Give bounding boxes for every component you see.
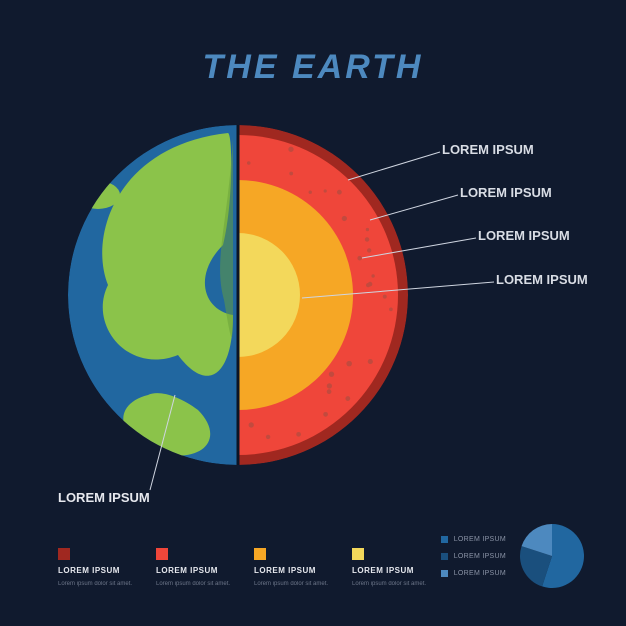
legend-swatch	[352, 548, 364, 560]
pie-chart	[520, 524, 584, 588]
pie-label: LOREM IPSUM	[454, 570, 506, 577]
legend-item: LOREM IPSUM Lorem ipsum dolor sit amet.	[156, 548, 240, 588]
legend-swatch	[156, 548, 168, 560]
legend-sub: Lorem ipsum dolor sit amet.	[58, 581, 142, 588]
title-text: THE EARTH	[203, 48, 424, 86]
pie-legend: LOREM IPSUM LOREM IPSUM LOREM IPSUM	[441, 536, 506, 577]
layer-callout-1: LOREM IPSUM	[460, 185, 552, 200]
pie-legend-item: LOREM IPSUM	[441, 536, 506, 543]
legend-item: LOREM IPSUM Lorem ipsum dolor sit amet.	[352, 548, 436, 588]
legend-label: LOREM IPSUM	[254, 566, 338, 575]
pie-legend-item: LOREM IPSUM	[441, 553, 506, 560]
surface-callout: LOREM IPSUM	[58, 490, 150, 505]
legend-item: LOREM IPSUM Lorem ipsum dolor sit amet.	[254, 548, 338, 588]
legend-sub: Lorem ipsum dolor sit amet.	[254, 581, 338, 588]
legend-label: LOREM IPSUM	[58, 566, 142, 575]
pie-label: LOREM IPSUM	[454, 553, 506, 560]
infographic-canvas: THE EARTH LOREM IPSUMLOREM IPSUMLOREM IP…	[0, 0, 626, 626]
layer-legend: LOREM IPSUM Lorem ipsum dolor sit amet. …	[58, 548, 436, 588]
legend-label: LOREM IPSUM	[156, 566, 240, 575]
pie-swatch	[441, 536, 448, 543]
legend-sub: Lorem ipsum dolor sit amet.	[352, 581, 436, 588]
pie-legend-item: LOREM IPSUM	[441, 570, 506, 577]
pie-block: LOREM IPSUM LOREM IPSUM LOREM IPSUM	[441, 524, 584, 588]
layer-callout-2: LOREM IPSUM	[478, 228, 570, 243]
pie-swatch	[441, 553, 448, 560]
legend-sub: Lorem ipsum dolor sit amet.	[156, 581, 240, 588]
legend-swatch	[254, 548, 266, 560]
legend-label: LOREM IPSUM	[352, 566, 436, 575]
pie-label: LOREM IPSUM	[454, 536, 506, 543]
legend-item: LOREM IPSUM Lorem ipsum dolor sit amet.	[58, 548, 142, 588]
pie-swatch	[441, 570, 448, 577]
layer-callout-0: LOREM IPSUM	[442, 142, 534, 157]
layer-callout-3: LOREM IPSUM	[496, 272, 588, 287]
legend-swatch	[58, 548, 70, 560]
page-title: THE EARTH	[0, 48, 626, 87]
